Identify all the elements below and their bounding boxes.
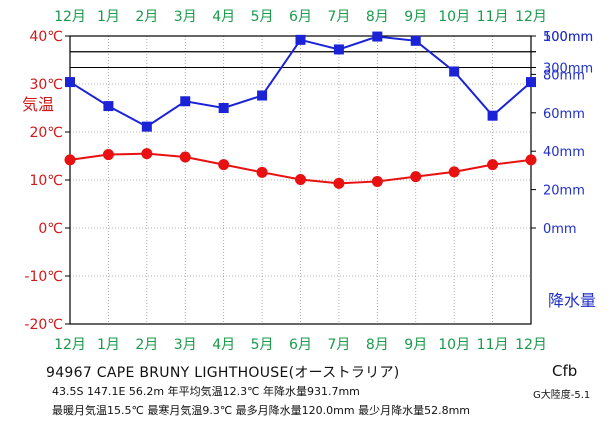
- continentality-index: G大陸度-5.1: [533, 390, 591, 401]
- month-label-bottom: 2月: [135, 337, 158, 353]
- precipitation-axis-title: 降水量: [548, 291, 596, 310]
- month-label-top: 11月: [477, 9, 509, 25]
- temperature-tick-label: -10℃: [24, 269, 63, 285]
- precipitation-tick-label: 300mm: [543, 62, 593, 77]
- month-label-top: 2月: [135, 9, 158, 25]
- temperature-point: [102, 149, 114, 161]
- temperature-tick-label: 20℃: [29, 125, 63, 141]
- precipitation-point: [103, 101, 114, 112]
- precipitation-point: [65, 77, 75, 88]
- month-label-top: 1月: [97, 9, 120, 25]
- temperature-tick-label: 10℃: [29, 173, 63, 189]
- month-label-top: 4月: [212, 9, 235, 25]
- precipitation-point: [333, 44, 344, 55]
- station-title: 94967 CAPE BRUNY LIGHTHOUSE(オーストラリア): [46, 365, 400, 381]
- temperature-point: [371, 175, 383, 187]
- precipitation-point: [449, 66, 460, 77]
- temperature-axis-title: 気温: [22, 95, 54, 114]
- precipitation-tick-label: 0mm: [543, 222, 577, 237]
- month-labels-bottom: 12月 1月 2月 3月 4月 5月 6月 7月 8月 9月 10月 11月 12月: [54, 337, 547, 353]
- temperature-tick-label: 30℃: [29, 77, 63, 93]
- precipitation-point: [257, 90, 268, 101]
- month-label-bottom: 6月: [289, 337, 312, 353]
- temperature-tick-label: -20℃: [24, 317, 63, 333]
- temperature-point: [179, 151, 191, 163]
- month-label-bottom: 9月: [404, 337, 427, 353]
- temperature-point: [448, 166, 460, 178]
- month-label-bottom: 10月: [438, 337, 470, 353]
- precipitation-tick-labels: 0mm 20mm 40mm 60mm 80mm 100mm 300mm 500mm: [543, 30, 593, 237]
- temperature-point: [410, 171, 422, 183]
- precipitation-tick-label: 500mm: [543, 30, 593, 45]
- month-label-bottom: 4月: [212, 337, 235, 353]
- precipitation-point: [410, 35, 421, 46]
- month-label-bottom: 11月: [477, 337, 509, 353]
- temperature-point: [141, 148, 153, 160]
- month-label-bottom: 7月: [327, 337, 350, 353]
- precipitation-tick-label: 20mm: [543, 184, 585, 199]
- month-label-top: 7月: [327, 9, 350, 25]
- precipitation-point: [141, 121, 152, 132]
- precipitation-point: [487, 110, 498, 121]
- month-label-bottom: 5月: [251, 337, 274, 353]
- month-label-top: 12月: [54, 9, 86, 25]
- month-label-top: 5月: [251, 9, 274, 25]
- month-label-bottom: 8月: [366, 337, 389, 353]
- precipitation-tick-label: 80mm: [543, 68, 585, 83]
- month-label-bottom: 12月: [515, 337, 547, 353]
- temperature-tick-labels: -20℃ -10℃ 0℃ 10℃ 20℃ 30℃ 40℃: [24, 29, 63, 333]
- station-info-line-1: 43.5S 147.1E 56.2m 年平均気温12.3℃ 年降水量931.7m…: [52, 385, 360, 398]
- precipitation-tick-label: 40mm: [543, 145, 585, 160]
- temperature-point: [256, 166, 268, 178]
- temperature-tick-label: 0℃: [38, 221, 63, 237]
- month-label-bottom: 12月: [54, 337, 86, 353]
- precipitation-point: [526, 77, 536, 88]
- month-label-top: 3月: [174, 9, 197, 25]
- data-series: [64, 31, 537, 189]
- precipitation-point: [372, 31, 383, 42]
- month-label-bottom: 3月: [174, 337, 197, 353]
- month-label-top: 10月: [438, 9, 470, 25]
- month-labels-top: 12月 1月 2月 3月 4月 5月 6月 7月 8月 9月 10月 11月 12月: [54, 9, 547, 25]
- temperature-point: [487, 159, 499, 171]
- temperature-point: [333, 177, 345, 189]
- temperature-point: [295, 174, 306, 186]
- temperature-point: [64, 154, 76, 166]
- month-label-top: 8月: [366, 9, 389, 25]
- precipitation-tick-label: 60mm: [543, 107, 585, 122]
- temperature-tick-label: 40℃: [29, 29, 63, 45]
- month-label-top: 6月: [289, 9, 312, 25]
- climate-classification: Cfb: [552, 362, 578, 380]
- precipitation-point: [295, 34, 306, 45]
- station-info-line-2: 最暖月気温15.5℃ 最寒月気温9.3℃ 最多月降水量120.0mm 最少月降水…: [52, 404, 471, 417]
- month-label-top: 9月: [404, 9, 427, 25]
- precipitation-tick-label: 100mm: [543, 30, 593, 45]
- temperature-point: [218, 159, 230, 171]
- temperature-point: [525, 154, 537, 166]
- precipitation-point: [180, 96, 191, 107]
- month-label-top: 12月: [515, 9, 547, 25]
- month-label-bottom: 1月: [97, 337, 120, 353]
- precipitation-point: [218, 103, 229, 113]
- climate-chart: 12月 1月 2月 3月 4月 5月 6月 7月 8月 9月 10月 11月 12月 12月 1月 2月 3月…: [22, 9, 596, 353]
